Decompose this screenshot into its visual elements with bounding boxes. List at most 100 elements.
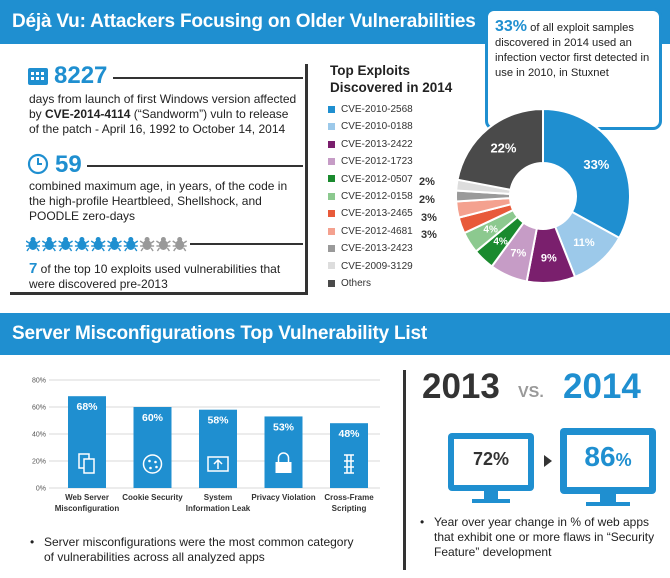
exploits-donut-chart: 33%11%9%7%4%4%22% [455, 110, 631, 284]
legend-label: Others [341, 278, 372, 289]
left-bottom-rule [10, 292, 308, 295]
comparison-bullet-text: Year over year change in % of web apps t… [434, 515, 655, 559]
pie-value-label: 4% [493, 237, 508, 248]
legend-swatch [328, 123, 335, 131]
stat-days-line3: of the patch - April 16, 1992 to October… [29, 122, 286, 136]
pie-value-label: 2% [419, 176, 435, 188]
comparison-bullet: • Year over year change in % of web apps… [420, 515, 665, 560]
stat-age-text: combined maximum age, in years, of the c… [29, 179, 287, 224]
stat-bugs-line2: were discovered pre-2013 [29, 277, 168, 291]
legend-label: CVE-2013-2422 [341, 138, 413, 150]
legend-label: CVE-2013-2465 [341, 208, 413, 220]
legend-item: CVE-2012-1723 [328, 156, 413, 167]
stat-age-line3: POODLE zero-days [29, 209, 136, 223]
legend-item: CVE-2013-2465 [328, 208, 413, 219]
callout-pct: 33% [495, 18, 528, 35]
clock-icon [27, 153, 49, 175]
legend-label: CVE-2009-3129 [341, 260, 413, 272]
legend-swatch [328, 192, 335, 200]
stat-days-line1: days from launch of first Windows versio… [29, 92, 297, 106]
stat-bugs-number: 7 [29, 260, 38, 277]
pct-2014-value: 86 [584, 441, 616, 472]
exploits-title-line1: Top Exploits [330, 63, 410, 78]
bug-icon-row [26, 237, 188, 252]
documents-icon [78, 453, 95, 474]
exploits-title-line2: Discovered in 2014 [330, 80, 453, 95]
stat-days-line2-pre: by [29, 107, 46, 121]
monitor-2013-icon [448, 433, 534, 503]
stat-age-line1: combined maximum age, in years, of the c… [29, 179, 288, 193]
stat-days-line2-post: (“Sandworm”) vuln to release [130, 107, 289, 121]
year-2013: 2013 [422, 367, 500, 406]
legend-swatch [328, 140, 335, 148]
section2-banner: Server Misconfigurations Top Vulnerabili… [0, 313, 670, 355]
legend-item: CVE-2009-3129 [328, 261, 413, 272]
legend-item: CVE-2012-0507 [328, 174, 413, 185]
legend-label: CVE-2010-0188 [341, 121, 413, 133]
stat-days-rule [113, 77, 303, 79]
arrow-right-icon [544, 455, 552, 467]
misconfig-bar-chart: 0% 20% 40% 60% 80% 68% Web Server Misconfigurat… [32, 378, 380, 513]
section2-title: Server Misconfigurations Top Vulnerabili… [12, 323, 428, 344]
pie-value-label: 3% [421, 229, 437, 241]
stuxnet-callout: 33% of all exploit samples discovered in… [485, 8, 662, 130]
bug-icon [139, 237, 155, 252]
stat-age-rule [87, 165, 303, 167]
right-divider [403, 370, 406, 570]
callout-text: of all exploit samples discovered in 201… [495, 22, 650, 79]
bug-icon [58, 237, 73, 252]
bar-value-label: 48% [338, 428, 360, 440]
legend-swatch [328, 210, 335, 218]
bullet-dot: • [30, 535, 35, 549]
pie-value-label: 7% [510, 248, 526, 260]
x-category-label: Information Leak [186, 504, 251, 513]
monitor-2014-icon [560, 428, 656, 506]
stat-bugs-line1-text: of the top 10 exploits used vulnerabilit… [37, 262, 281, 276]
x-category-label: Scripting [332, 504, 367, 513]
legend-item: CVE-2010-0188 [328, 121, 413, 132]
legend-item: CVE-2013-2422 [328, 139, 413, 150]
cookie-icon [142, 454, 163, 474]
bar [264, 416, 303, 488]
calendar-icon [28, 68, 48, 85]
legend-label: CVE-2012-1723 [341, 156, 413, 168]
x-category-label: Cross-Frame [324, 493, 374, 502]
upload-screen-icon [207, 456, 229, 472]
bar-value-label: 58% [207, 415, 229, 427]
bar-value-label: 68% [76, 401, 98, 413]
pct-2013: 72% [454, 449, 528, 470]
y-tick-label: 80% [32, 378, 46, 385]
sandworm-cve: CVE-2014-4114 [45, 107, 131, 121]
pct-2014: 86% [567, 441, 649, 473]
bug-icon [107, 237, 122, 252]
pie-value-label: 4% [483, 225, 498, 236]
bullet-dot: • [420, 515, 425, 529]
legend-swatch [328, 227, 335, 235]
legend-item: CVE-2010-2568 [328, 104, 413, 115]
y-tick-label: 0% [36, 486, 46, 493]
y-tick-label: 40% [32, 432, 46, 439]
legend-swatch [328, 262, 335, 270]
stat-bugs-line1: 7 of the top 10 exploits used vulnerabil… [29, 261, 280, 277]
exploits-title: Top Exploits Discovered in 2014 [330, 62, 452, 96]
stat-days-number: 8227 [54, 62, 108, 89]
bar-value-label: 53% [273, 421, 295, 433]
bug-icon [156, 237, 171, 252]
page-title: Déjà Vu: Attackers Focusing on Older Vul… [12, 11, 476, 32]
stat-days-text: days from launch of first Windows versio… [29, 92, 296, 137]
bars-bullet-text: Server misconfigurations were the most c… [44, 535, 354, 564]
legend-item: CVE-2013-2423 [328, 243, 413, 254]
legend-label: CVE-2012-4681 [341, 225, 413, 237]
stat-bugs-text: 7 of the top 10 exploits used vulnerabil… [29, 261, 280, 292]
bug-icon [123, 237, 139, 252]
legend-swatch [328, 279, 335, 287]
x-category-label: Cookie Security [122, 493, 183, 502]
bar [133, 407, 172, 488]
bar [199, 409, 237, 488]
bug-icon [90, 237, 106, 252]
stat-days-line2: by CVE-2014-4114 (“Sandworm”) vuln to re… [29, 107, 296, 122]
pie-value-label: 11% [573, 237, 595, 249]
bug-icon [26, 237, 41, 252]
legend-label: CVE-2012-0507 [341, 173, 413, 185]
legend-swatch [328, 105, 335, 113]
